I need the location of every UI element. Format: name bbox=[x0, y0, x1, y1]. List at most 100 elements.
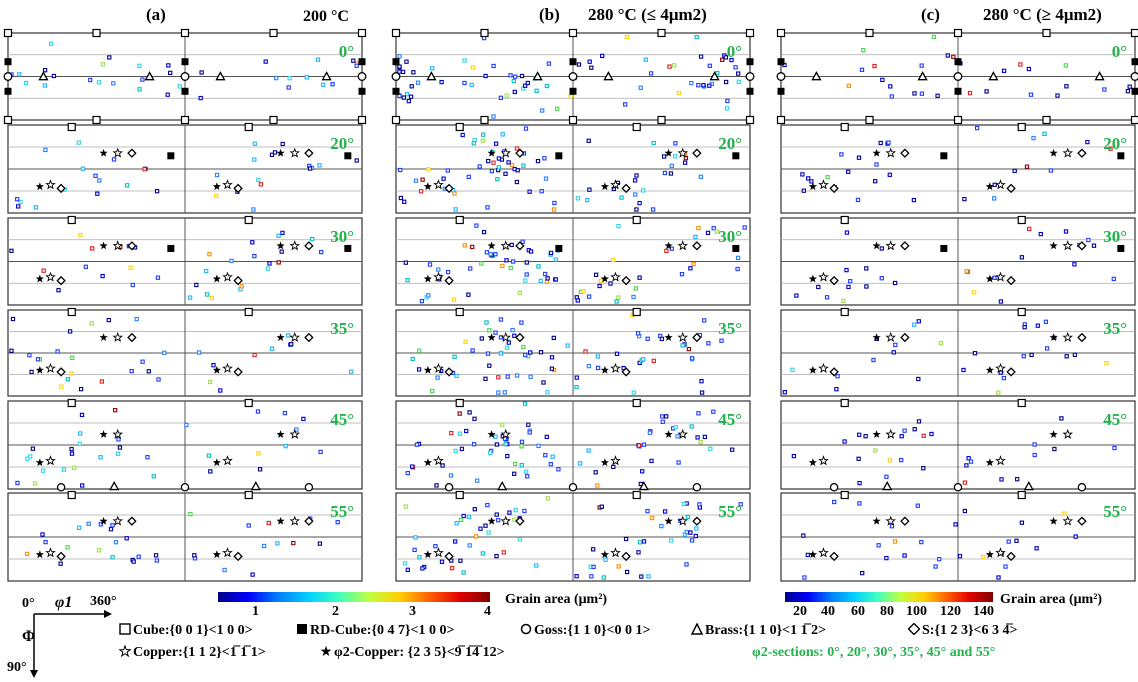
phi2-copper-marker bbox=[808, 182, 817, 191]
phi2-copper-marker bbox=[276, 516, 285, 525]
cube-marker bbox=[840, 215, 849, 225]
axis-key-phi1-label: φ1 bbox=[55, 594, 73, 611]
panel-c-label: (c) bbox=[921, 5, 940, 24]
grain-point bbox=[80, 166, 86, 171]
grain-point bbox=[636, 443, 642, 448]
cube-marker bbox=[244, 215, 253, 225]
grain-point bbox=[495, 177, 500, 182]
grain-point bbox=[96, 80, 102, 85]
grain-point bbox=[166, 63, 171, 68]
grain-point bbox=[614, 351, 620, 356]
grain-point bbox=[505, 374, 510, 379]
grain-point bbox=[65, 545, 70, 550]
grain-point bbox=[208, 469, 213, 474]
grain-point bbox=[111, 157, 117, 162]
s-marker bbox=[444, 183, 454, 194]
grain-point bbox=[462, 80, 467, 86]
phi2-section-label-5: 55° bbox=[1103, 502, 1127, 521]
grain-point bbox=[500, 132, 505, 137]
cube-marker bbox=[92, 115, 101, 125]
grain-point bbox=[280, 141, 285, 147]
rd-cube-marker bbox=[569, 58, 577, 66]
phi2-copper-marker bbox=[99, 516, 108, 525]
grain-point bbox=[593, 470, 598, 475]
colorbar2-tick-40: 40 bbox=[821, 604, 835, 619]
grain-point bbox=[317, 541, 323, 546]
phi2-section-label-1: 20° bbox=[1103, 134, 1127, 153]
grain-point bbox=[528, 374, 533, 379]
rd-cube-marker bbox=[1131, 87, 1138, 95]
grain-point bbox=[637, 540, 643, 545]
grain-point bbox=[575, 298, 580, 303]
axis-key-phi1-end: 360° bbox=[90, 594, 117, 609]
phi2-copper-marker bbox=[600, 550, 609, 559]
grain-point bbox=[519, 439, 525, 444]
grain-point bbox=[410, 464, 415, 469]
colorbar2-tick-100: 100 bbox=[906, 604, 927, 619]
grain-point bbox=[662, 509, 668, 514]
phi2-copper-marker bbox=[99, 430, 108, 438]
grain-point bbox=[599, 504, 604, 509]
grain-point bbox=[806, 176, 811, 181]
grain-point bbox=[405, 567, 410, 572]
rd-cube-marker bbox=[746, 87, 754, 95]
grain-point bbox=[400, 69, 406, 75]
cube-marker bbox=[67, 398, 76, 408]
phi2-copper-marker bbox=[212, 550, 221, 559]
grain-point bbox=[782, 390, 787, 395]
grain-point bbox=[694, 526, 699, 531]
phi2-copper-marker bbox=[664, 430, 673, 438]
grain-point bbox=[863, 434, 868, 439]
phi2-copper-marker bbox=[985, 550, 994, 559]
grain-point bbox=[111, 81, 116, 86]
grain-point bbox=[506, 340, 511, 345]
grain-point bbox=[735, 266, 740, 272]
grain-point bbox=[415, 80, 421, 85]
grain-point bbox=[107, 55, 112, 60]
s-marker bbox=[127, 241, 137, 251]
grain-point bbox=[483, 73, 488, 79]
rd-cube-marker bbox=[344, 244, 352, 252]
grain-point bbox=[449, 558, 454, 563]
grain-point bbox=[707, 63, 712, 68]
grain-point bbox=[283, 443, 288, 449]
copper-marker bbox=[885, 240, 897, 251]
s-marker bbox=[444, 275, 454, 286]
grain-point bbox=[565, 343, 570, 348]
grain-point bbox=[902, 428, 907, 433]
grain-point bbox=[155, 275, 161, 280]
grain-point bbox=[436, 267, 441, 272]
grain-point bbox=[873, 179, 878, 184]
grain-point bbox=[464, 428, 469, 434]
grain-point bbox=[40, 532, 45, 537]
grain-point bbox=[578, 461, 583, 466]
grain-point bbox=[78, 233, 83, 238]
phi2-copper-marker bbox=[872, 430, 881, 438]
grain-point bbox=[454, 373, 459, 379]
grain-point bbox=[214, 193, 219, 198]
grain-point bbox=[637, 275, 642, 280]
grain-point bbox=[69, 451, 75, 456]
phi2-copper-marker bbox=[276, 148, 285, 157]
phi2-copper-marker bbox=[1049, 241, 1058, 250]
grain-point bbox=[88, 77, 93, 83]
copper-marker bbox=[500, 515, 512, 526]
grain-point bbox=[513, 74, 518, 79]
grain-point bbox=[250, 572, 255, 577]
grain-point bbox=[912, 427, 917, 432]
grain-point bbox=[962, 508, 968, 514]
grain-point bbox=[864, 284, 869, 289]
grain-point bbox=[962, 196, 967, 202]
phi2-copper-marker bbox=[985, 274, 994, 283]
grain-point bbox=[1019, 255, 1025, 260]
grain-point bbox=[861, 47, 866, 53]
phi2-copper-marker bbox=[276, 333, 285, 341]
grain-point bbox=[453, 207, 458, 212]
grain-point bbox=[512, 333, 517, 338]
goss-marker bbox=[444, 482, 454, 492]
grain-point bbox=[491, 63, 496, 69]
grain-point bbox=[467, 543, 472, 548]
s-marker bbox=[692, 241, 702, 251]
grain-point bbox=[484, 250, 490, 255]
grain-point bbox=[110, 523, 115, 528]
